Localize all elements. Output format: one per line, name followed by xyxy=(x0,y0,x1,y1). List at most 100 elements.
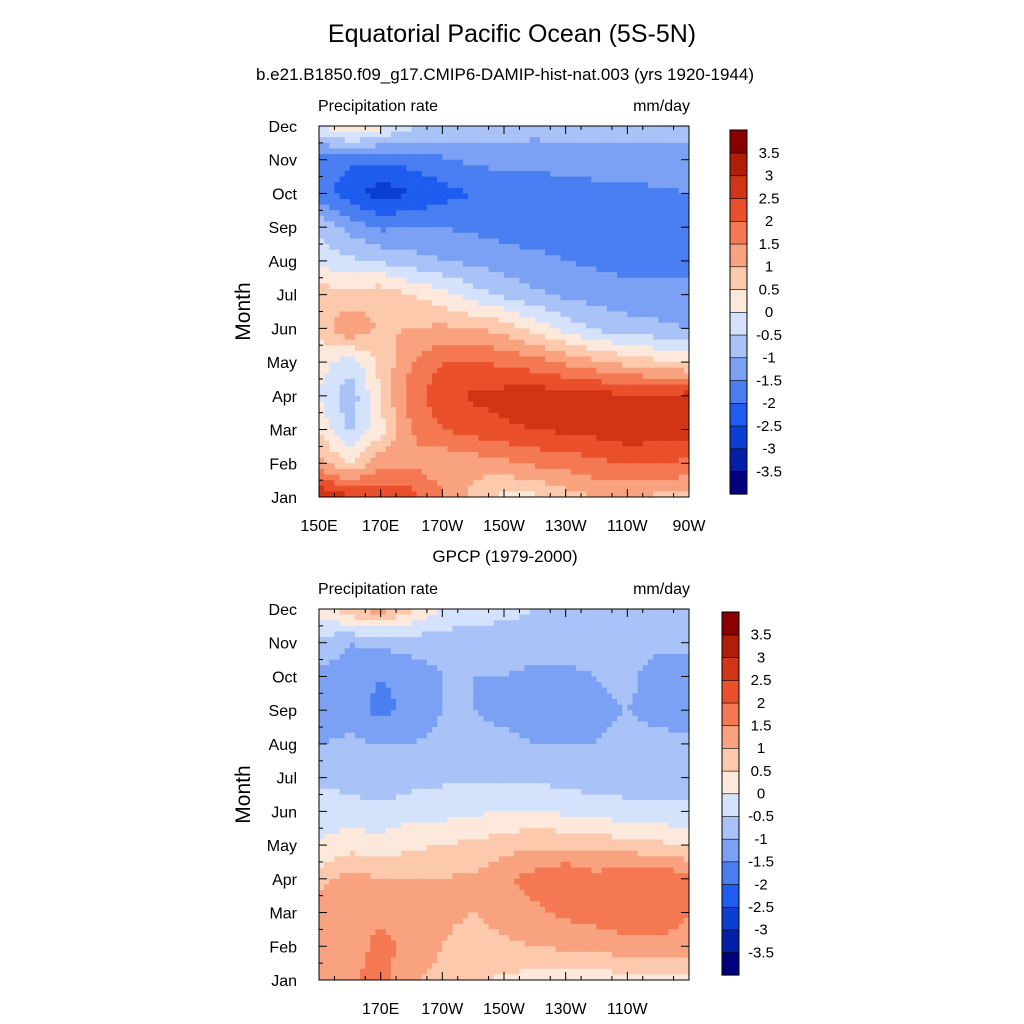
heatmap-cell xyxy=(421,390,428,397)
heatmap-cell xyxy=(504,249,510,256)
heatmap-cell xyxy=(550,294,556,301)
heatmap-cell xyxy=(647,142,654,150)
heatmap-cell xyxy=(457,294,464,301)
heatmap-cell xyxy=(421,311,428,318)
heatmap-cell xyxy=(339,260,346,268)
heatmap-cell xyxy=(642,126,649,133)
heatmap-cell xyxy=(462,474,469,481)
heatmap-cell xyxy=(647,272,654,279)
heatmap-cell xyxy=(519,362,526,369)
heatmap-cell xyxy=(627,390,634,397)
heatmap-cell xyxy=(683,244,689,251)
heatmap-cell xyxy=(344,266,351,273)
heatmap-cell xyxy=(457,350,464,358)
heatmap-cell xyxy=(390,339,397,346)
heatmap-cell xyxy=(432,317,438,324)
heatmap-cell xyxy=(529,260,536,268)
heatmap-cell xyxy=(478,390,485,397)
heatmap-cell xyxy=(360,131,366,138)
heatmap-cell xyxy=(493,384,500,391)
heatmap-cell xyxy=(560,176,567,183)
heatmap-cell xyxy=(375,480,382,487)
heatmap-cell xyxy=(396,154,402,161)
heatmap-cell xyxy=(349,289,356,296)
heatmap-cell xyxy=(370,373,377,380)
heatmap-cell xyxy=(658,193,664,200)
heatmap-cell xyxy=(575,367,582,374)
heatmap-cell xyxy=(324,435,330,442)
heatmap-cell xyxy=(457,614,464,621)
heatmap-cell xyxy=(447,210,454,217)
heatmap-cell xyxy=(653,468,659,476)
heatmap-cell xyxy=(601,356,608,363)
heatmap-cell xyxy=(478,491,485,497)
heatmap-cell xyxy=(519,165,526,172)
heatmap-cell xyxy=(411,283,418,290)
heatmap-cell xyxy=(406,463,413,470)
heatmap-cell xyxy=(473,384,479,391)
heatmap-cell xyxy=(642,215,649,223)
heatmap-cell xyxy=(596,367,603,374)
heatmap-cell xyxy=(468,367,474,374)
heatmap-cell xyxy=(622,390,628,397)
heatmap-cell xyxy=(545,390,551,397)
heatmap-cell xyxy=(658,142,664,150)
heatmap-cell xyxy=(504,423,510,431)
heatmap-cell xyxy=(478,435,485,442)
heatmap-cell xyxy=(375,272,382,279)
heatmap-cell xyxy=(606,227,613,234)
heatmap-cell xyxy=(565,339,572,346)
heatmap-cell xyxy=(349,429,356,436)
heatmap-cell xyxy=(426,221,433,228)
heatmap-cell xyxy=(637,277,644,284)
heatmap-cell xyxy=(570,142,577,150)
heatmap-cell xyxy=(324,609,330,616)
heatmap-cell xyxy=(329,126,336,133)
heatmap-cell xyxy=(396,142,402,150)
heatmap-cell xyxy=(370,474,377,481)
heatmap-cell xyxy=(334,137,341,144)
heatmap-cell xyxy=(370,126,377,133)
heatmap-cell xyxy=(462,367,469,374)
heatmap-cell xyxy=(493,126,500,133)
heatmap-cell xyxy=(396,457,402,464)
heatmap-cell xyxy=(560,390,567,397)
heatmap-cell xyxy=(421,210,428,217)
heatmap-cell xyxy=(653,148,659,155)
heatmap-cell xyxy=(396,468,402,476)
heatmap-cell xyxy=(653,384,659,391)
heatmap-cell xyxy=(555,215,562,223)
heatmap-cell xyxy=(683,446,689,453)
heatmap-cell xyxy=(396,390,402,397)
heatmap-cell xyxy=(647,429,654,436)
heatmap-cell xyxy=(380,182,387,189)
heatmap-cell xyxy=(683,266,689,273)
heatmap-cell xyxy=(380,255,387,262)
heatmap-cell xyxy=(617,277,623,284)
heatmap-cell xyxy=(421,244,428,251)
heatmap-cell xyxy=(478,170,485,178)
heatmap-cell xyxy=(555,249,562,256)
heatmap-cell xyxy=(673,609,680,616)
heatmap-cell xyxy=(570,238,577,245)
heatmap-cell xyxy=(539,322,546,329)
heatmap-cell xyxy=(627,131,634,138)
y-tick-label: Apr xyxy=(272,389,298,406)
heatmap-cell xyxy=(617,378,623,386)
heatmap-cell xyxy=(488,395,495,403)
heatmap-cell xyxy=(462,187,469,195)
heatmap-cell xyxy=(452,390,459,397)
heatmap-cell xyxy=(622,446,628,453)
heatmap-cell xyxy=(365,187,371,195)
heatmap-cell xyxy=(637,457,644,464)
heatmap-cell xyxy=(658,395,664,403)
heatmap-cell xyxy=(534,249,541,256)
heatmap-cell xyxy=(401,435,407,442)
heatmap-cell xyxy=(468,423,474,431)
heatmap-cell xyxy=(519,260,526,268)
heatmap-cell xyxy=(601,187,608,195)
heatmap-cell xyxy=(390,333,397,341)
heatmap-cell xyxy=(437,452,443,459)
heatmap-cell xyxy=(673,345,680,352)
heatmap-cell xyxy=(324,423,330,431)
